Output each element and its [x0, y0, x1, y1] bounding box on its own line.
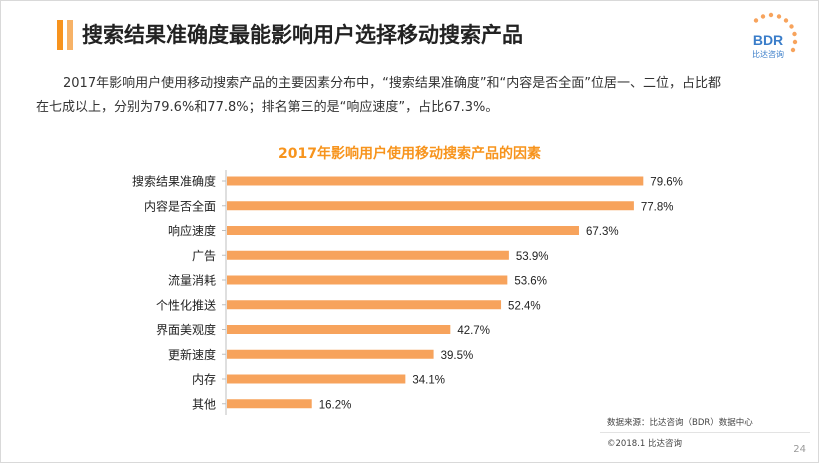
summary-line-1: 2017年影响用户使用移动搜索产品的主要因素分布中，“搜索结果准确度”和“内容是… — [63, 76, 722, 91]
bar — [227, 399, 312, 409]
category-label: 更新速度 — [168, 347, 216, 362]
bar — [227, 176, 644, 186]
bdr-logo: BDR 比达咨询 — [747, 12, 798, 59]
bar — [227, 226, 579, 235]
value-label: 16.2% — [319, 399, 352, 411]
title-accent-bar-light — [67, 20, 73, 50]
category-label: 其他 — [192, 397, 216, 411]
page-title: 搜索结果准确度最能影响用户选择移动搜索产品 — [82, 23, 523, 47]
bar — [227, 325, 451, 334]
category-label: 界面美观度 — [156, 322, 216, 337]
value-label: 53.6% — [514, 276, 547, 288]
footer-divider — [600, 432, 810, 433]
value-label: 53.9% — [516, 251, 549, 263]
copyright: ©2018.1 比达咨询 — [607, 439, 682, 449]
category-label: 搜索结果准确度 — [132, 174, 216, 189]
summary-paragraph: 2017年影响用户使用移动搜索产品的主要因素分布中，“搜索结果准确度”和“内容是… — [36, 72, 783, 120]
category-label: 内容是否全面 — [144, 198, 216, 213]
bar — [227, 349, 434, 359]
category-label: 内存 — [192, 373, 216, 387]
bar — [227, 374, 406, 384]
category-label: 广告 — [192, 249, 216, 263]
bar — [227, 201, 634, 211]
title-accent-bar — [57, 20, 63, 50]
category-label: 响应速度 — [168, 223, 216, 238]
value-label: 79.6% — [650, 177, 683, 189]
summary-line-2: 在七成以上，分别为79.6%和77.8%；排名第三的是“响应速度”，占比67.3… — [36, 100, 499, 115]
bar — [227, 300, 502, 310]
logo-text: BDR — [753, 32, 783, 48]
value-label: 77.8% — [641, 201, 674, 213]
value-label: 39.5% — [441, 350, 474, 362]
data-source: 数据来源：比达咨询（BDR）数据中心 — [607, 418, 753, 428]
logo-subtext: 比达咨询 — [752, 49, 784, 59]
category-label: 流量消耗 — [168, 274, 216, 288]
category-label: 个性化推送 — [156, 297, 216, 312]
value-label: 67.3% — [586, 226, 619, 238]
chart-title: 2017年影响用户使用移动搜索产品的因素 — [278, 146, 541, 162]
value-label: 34.1% — [412, 375, 445, 387]
page-number: 24 — [793, 444, 806, 455]
value-label: 42.7% — [457, 325, 490, 337]
bar — [227, 250, 509, 260]
bar — [227, 275, 508, 285]
value-label: 52.4% — [508, 300, 541, 312]
